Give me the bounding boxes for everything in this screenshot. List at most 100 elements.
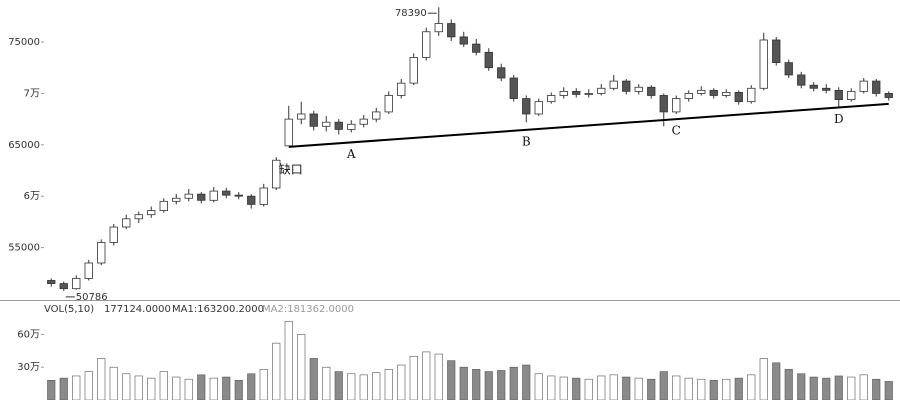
candle-body	[584, 93, 593, 95]
candle-body	[647, 86, 656, 96]
candle-body	[672, 98, 681, 113]
volume-bar	[559, 376, 568, 400]
candle-body	[297, 113, 306, 120]
candle-body	[72, 278, 81, 290]
volume-bar	[197, 374, 206, 400]
volume-bar	[884, 381, 893, 400]
candle-body	[459, 36, 468, 45]
high-label: 78390	[395, 8, 427, 19]
volume-bar	[659, 371, 668, 400]
volume-bar	[222, 376, 231, 400]
volume-bar	[447, 360, 456, 400]
candle-body	[272, 159, 281, 189]
volume-bar	[647, 378, 656, 400]
volume-bar	[97, 358, 106, 400]
volume-bar	[797, 373, 806, 400]
candle-body	[634, 86, 643, 92]
candle-body	[709, 89, 718, 96]
candle-body	[547, 95, 556, 103]
candle-body	[784, 62, 793, 76]
volume-bar	[834, 375, 843, 400]
candle-body	[47, 280, 56, 284]
volume-bar	[84, 371, 93, 400]
volume-bar	[459, 366, 468, 400]
volume-bar	[109, 366, 118, 400]
candle-body	[759, 39, 768, 89]
volume-bar	[634, 377, 643, 400]
candle-body	[534, 101, 543, 115]
candle-body	[109, 226, 118, 243]
candle-body	[334, 121, 343, 130]
volume-bar	[672, 375, 681, 400]
candle-body	[597, 87, 606, 94]
candle-body	[472, 43, 481, 53]
volume-bar	[547, 375, 556, 400]
volume-bar	[134, 375, 143, 400]
volume-tick-label: 30万	[17, 362, 40, 373]
candle-body	[859, 80, 868, 92]
volume-bar	[234, 380, 243, 400]
volume-bar	[47, 380, 56, 400]
candle-body	[447, 23, 456, 38]
candle-body	[359, 118, 368, 125]
volume-bar	[59, 377, 68, 400]
candle-body	[497, 67, 506, 79]
volume-bar	[72, 375, 81, 400]
volume-bar	[147, 377, 156, 400]
candle-body	[97, 242, 106, 264]
y-tick-label: 6万	[24, 191, 40, 202]
volume-bar	[397, 364, 406, 400]
volume-bar	[209, 377, 218, 400]
volume-bar	[497, 370, 506, 400]
candle-body	[197, 193, 206, 201]
candle-body	[209, 190, 218, 201]
candle-body	[809, 84, 818, 89]
candle-body	[434, 23, 443, 33]
candle-body	[684, 93, 693, 99]
volume-bar	[297, 334, 306, 400]
y-tick-label: 75000	[8, 37, 40, 48]
candle-body	[697, 89, 706, 94]
volume-bar	[509, 366, 518, 400]
candle-body	[234, 194, 243, 197]
candle-body	[159, 200, 168, 211]
annotation: B	[522, 134, 531, 148]
volume-bar	[847, 376, 856, 400]
trendline	[288, 102, 889, 148]
annotation: D	[834, 112, 844, 126]
candle-body	[484, 51, 493, 69]
volume-bar	[734, 377, 743, 400]
volume-bar	[172, 376, 181, 400]
y-tick-label: 55000	[8, 243, 40, 254]
candle-body	[147, 210, 156, 216]
candle-body	[347, 123, 356, 130]
candle-body	[884, 93, 893, 98]
candle-body	[822, 87, 831, 91]
volume-bar	[247, 373, 256, 400]
candle-body	[309, 113, 318, 127]
volume-bar	[484, 371, 493, 400]
candle-body	[222, 190, 231, 196]
volume-bar	[272, 342, 281, 400]
volume-tick-label: 60万	[17, 329, 40, 340]
candle-body	[134, 214, 143, 220]
volume-value: 177124.0000	[104, 304, 171, 315]
volume-bar	[609, 374, 618, 400]
volume-ma2: MA2:181362.0000	[262, 304, 354, 315]
candle-body	[284, 118, 293, 147]
volume-bar	[522, 364, 531, 400]
candle-body	[322, 121, 331, 127]
candle-body	[609, 80, 618, 89]
volume-bar	[122, 373, 131, 400]
volume-bar	[422, 351, 431, 400]
candle-body	[409, 57, 418, 84]
volume-bar	[409, 355, 418, 400]
candle-body	[772, 39, 781, 63]
volume-bar	[747, 374, 756, 400]
candle-body	[247, 195, 256, 205]
candle-body	[847, 90, 856, 100]
volume-bar	[759, 358, 768, 400]
